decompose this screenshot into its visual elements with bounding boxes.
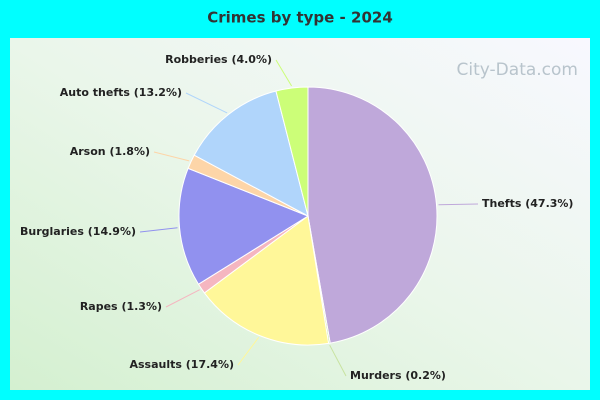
slice-value-label: (14.9%) bbox=[88, 225, 136, 238]
leader-line bbox=[329, 344, 347, 377]
slice-name: Thefts bbox=[482, 197, 522, 210]
slice-value-label: (17.4%) bbox=[186, 358, 234, 371]
slice-value-label: (4.0%) bbox=[231, 53, 272, 66]
pie-slice bbox=[193, 90, 309, 217]
slice-value-label: (47.3%) bbox=[525, 197, 573, 210]
leader-line bbox=[438, 203, 479, 206]
slice-label: Rapes (1.3%) bbox=[80, 300, 162, 313]
slice-label: Auto thefts (13.2%) bbox=[60, 86, 182, 99]
slice-label: Assaults (17.4%) bbox=[129, 358, 234, 371]
watermark: City-Data.com bbox=[457, 60, 578, 80]
slice-value-label: (0.2%) bbox=[405, 369, 446, 382]
leader-line bbox=[153, 151, 190, 162]
slice-label: Arson (1.8%) bbox=[70, 145, 150, 158]
slice-value-label: (1.8%) bbox=[109, 145, 150, 158]
slice-label: Robberies (4.0%) bbox=[165, 53, 272, 66]
leader-line bbox=[165, 289, 200, 308]
pie-slice bbox=[178, 167, 310, 285]
pie-slice bbox=[307, 86, 438, 344]
chart-title: Crimes by type - 2024 bbox=[207, 9, 393, 27]
slice-name: Auto thefts bbox=[60, 86, 131, 99]
slice-label: Burglaries (14.9%) bbox=[20, 225, 136, 238]
slice-label: Thefts (47.3%) bbox=[482, 197, 573, 210]
slice-name: Robberies bbox=[165, 53, 228, 66]
slice-value-label: (13.2%) bbox=[134, 86, 182, 99]
leader-line bbox=[275, 59, 293, 87]
slice-name: Burglaries bbox=[20, 225, 84, 238]
slice-name: Rapes bbox=[80, 300, 118, 313]
slice-name: Assaults bbox=[129, 358, 182, 371]
leader-line bbox=[237, 337, 260, 366]
slice-label: Murders (0.2%) bbox=[350, 369, 446, 382]
leader-line bbox=[139, 227, 178, 233]
pie-slice bbox=[275, 86, 309, 217]
pie-slice bbox=[203, 215, 330, 346]
slice-name: Murders bbox=[350, 369, 402, 382]
slice-name: Arson bbox=[70, 145, 106, 158]
leader-line bbox=[185, 92, 228, 114]
slice-value-label: (1.3%) bbox=[121, 300, 162, 313]
